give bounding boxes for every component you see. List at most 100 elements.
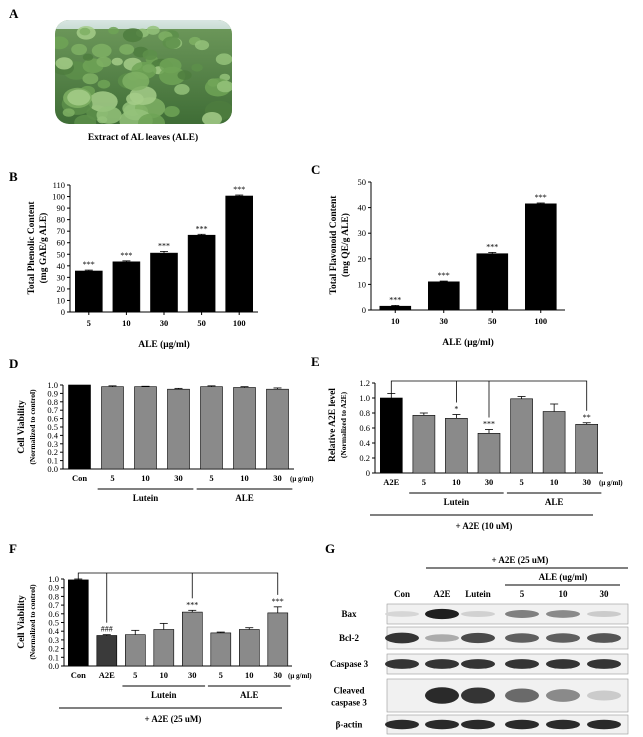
- y-tick-label: 0.8: [359, 408, 370, 418]
- y-tick-label: 20: [57, 284, 66, 294]
- y-axis-label: Total Flavonoid Content: [329, 195, 339, 295]
- bar: [524, 203, 557, 311]
- x-tick-label: 10: [550, 477, 559, 487]
- x-tick-label: 30: [274, 670, 283, 680]
- y-tick-label: 110: [53, 180, 65, 190]
- y-tick-label: 10: [57, 295, 66, 305]
- chart-cell-viability-d: 0.00.10.20.30.40.50.60.70.80.91.0 Cell Vi…: [17, 380, 314, 503]
- blot-band: [425, 608, 459, 620]
- y-tick-label: 30: [358, 228, 367, 238]
- blot-lane-label: Con: [394, 589, 410, 599]
- x-tick-label: 10: [452, 477, 461, 487]
- group-label: Lutein: [133, 493, 159, 503]
- blot-row-label: Cleaved: [334, 686, 365, 696]
- blot-band: [505, 719, 539, 730]
- leaf-shape: [216, 80, 232, 93]
- y-tick-label: 0.6: [359, 423, 370, 433]
- blot-band: [587, 690, 621, 701]
- blot-band: [587, 610, 621, 618]
- blot-band: [587, 659, 621, 669]
- bar: [167, 388, 190, 470]
- y-tick-label: 0.8: [47, 397, 58, 407]
- bar: [379, 305, 412, 311]
- bar: [239, 629, 260, 667]
- x-axis-label: ALE (μg/ml): [442, 337, 494, 348]
- y-tick-label: 0.8: [48, 591, 59, 601]
- blot-band: [505, 659, 539, 669]
- significance-label: ***: [389, 295, 401, 304]
- blot-row-label: Caspase 3: [330, 659, 369, 669]
- leaf-shape: [55, 36, 69, 50]
- bar: [112, 261, 141, 313]
- y-axis-sublabel: (Normalized to A2E): [339, 391, 348, 458]
- significance-label: ***: [486, 242, 498, 251]
- y-tick-label: 60: [57, 238, 66, 248]
- treatment-label: + A2E (25 uM): [145, 714, 202, 724]
- x-tick-label: 5: [219, 670, 223, 680]
- chart-total-flavonoid: 0 10 20 30 40 50 Total Flavonoid Content (mg QE…: [329, 177, 565, 348]
- y-tick-label: 10: [358, 279, 367, 289]
- y-tick-label: 0.5: [47, 422, 58, 432]
- x-tick-label: 30: [440, 316, 449, 326]
- bar: [101, 386, 124, 470]
- group-label: Lutein: [444, 497, 470, 507]
- leaf-shape: [55, 57, 73, 70]
- bar: [200, 386, 223, 470]
- y-tick-label: 100: [52, 192, 65, 202]
- blot-band: [546, 633, 580, 643]
- leaf-shape: [177, 70, 192, 81]
- blot-treatment-label: + A2E (25 uM): [492, 555, 549, 565]
- western-blot-panel: + A2E (25 uM) ALE (ug/ml) Con A2E Lutein 5 10 3…: [330, 555, 629, 735]
- blot-lane-label: 30: [600, 589, 610, 599]
- bar: [510, 398, 533, 474]
- significance-label: ***: [158, 241, 170, 250]
- leaf-shape: [162, 36, 181, 50]
- bar: [225, 195, 253, 313]
- y-tick-label: 1.2: [359, 378, 370, 388]
- blot-band: [385, 611, 419, 617]
- leaf-shape: [215, 53, 232, 66]
- bar: [542, 411, 566, 474]
- panel-letter-d: D: [9, 356, 18, 371]
- y-axis-label: Total Phenolic Content: [27, 201, 37, 295]
- y-tick-label: 0.0: [47, 464, 58, 474]
- x-tick-label: 5: [110, 473, 114, 483]
- blot-band: [461, 719, 495, 730]
- blot-band: [505, 688, 539, 703]
- leaf-texture: [55, 25, 232, 124]
- panel-a-caption: Extract of AL leaves (ALE): [88, 132, 198, 143]
- leaf-shape: [97, 79, 111, 89]
- blot-band: [546, 659, 580, 669]
- x-tick-label: 5: [519, 477, 523, 487]
- x-tick-label: 10: [122, 318, 131, 328]
- x-tick-label: 5: [209, 473, 213, 483]
- y-axis-sublabel: (mg GAE/g ALE): [38, 213, 49, 284]
- leaf-shape: [108, 26, 119, 35]
- leaf-shape: [202, 112, 222, 124]
- blot-band: [425, 634, 459, 642]
- x-tick-label: 30: [273, 473, 282, 483]
- leaf-shape: [67, 89, 91, 106]
- significance-label: ***: [186, 600, 198, 609]
- x-tick-label: 30: [582, 477, 591, 487]
- blot-band: [385, 719, 419, 730]
- blot-band: [587, 719, 621, 730]
- y-tick-label: 0.4: [359, 438, 370, 448]
- leaf-shape: [96, 56, 112, 68]
- blot-band: [461, 687, 495, 704]
- x-tick-label: 10: [391, 316, 400, 326]
- x-axis-label: ALE (μg/ml): [138, 339, 190, 350]
- y-tick-label: 40: [358, 203, 367, 213]
- x-tick-label: Con: [71, 670, 86, 680]
- y-tick-label: 0.9: [47, 388, 58, 398]
- y-tick-label: 0.7: [48, 600, 59, 610]
- y-tick-label: 30: [57, 272, 66, 282]
- y-tick-label: 50: [57, 249, 66, 259]
- y-tick-label: 0.1: [48, 652, 59, 662]
- x-tick-label: A2E: [383, 477, 399, 487]
- y-tick-label: 0.7: [47, 405, 58, 415]
- leaf-shape: [138, 113, 165, 124]
- y-axis-sublabel: (Normalized to control): [28, 389, 37, 465]
- bar: [379, 397, 403, 474]
